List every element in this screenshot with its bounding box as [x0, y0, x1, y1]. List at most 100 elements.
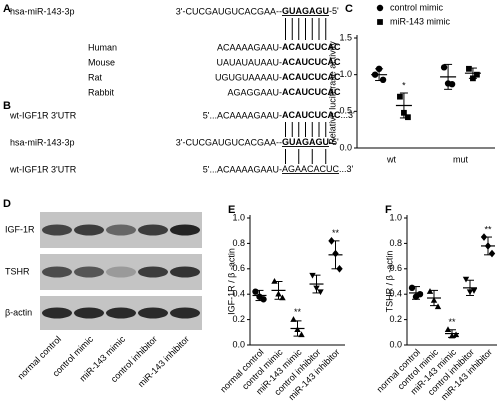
- data-point: [371, 71, 379, 78]
- sequence-site: GUAGAGU-5': [282, 137, 339, 147]
- data-point: [332, 249, 339, 258]
- sequence-suffix: -5': [329, 137, 339, 147]
- y-tick-label: 1.0: [339, 69, 352, 79]
- sequence-site-core: ACAUCUCAC: [282, 42, 341, 52]
- sequence-suffix: ...3': [341, 110, 356, 120]
- blot-band: [138, 266, 168, 278]
- significance-label: **: [332, 228, 340, 238]
- data-point: [434, 303, 442, 310]
- mirna-name: hsa-miR-143-3p: [10, 6, 75, 16]
- data-point: [275, 290, 282, 297]
- blot-band: [74, 307, 104, 319]
- sequence-site-core: GUAGAGU: [282, 6, 329, 16]
- data-point: [448, 81, 456, 88]
- y-tick-label: 0.2: [232, 314, 245, 324]
- sequence-site-core: ACAUCUCAC: [282, 110, 341, 120]
- data-point: [405, 114, 411, 121]
- significance-label: *: [402, 80, 406, 90]
- blot-band: [170, 266, 200, 278]
- utr-name: wt-IGF1R 3'UTR: [9, 164, 77, 174]
- y-tick-label: 0.5: [339, 106, 352, 116]
- y-tick-label: 0.4: [232, 289, 245, 299]
- blot-band: [170, 224, 200, 236]
- data-point: [466, 289, 474, 296]
- y-tick-label: 1.0: [389, 212, 402, 222]
- significance-label: **: [294, 307, 302, 317]
- data-point: [294, 326, 301, 332]
- data-point: [379, 76, 387, 84]
- y-tick-label: 0.2: [389, 314, 402, 324]
- data-point: [484, 242, 492, 250]
- blot-band: [138, 307, 168, 319]
- legend-label: miR-143 mimic: [390, 16, 451, 26]
- panel-letter: B: [3, 100, 11, 112]
- panel-letter: F: [385, 204, 392, 216]
- data-point: [426, 288, 434, 294]
- data-point: [466, 65, 472, 72]
- data-point: [470, 288, 478, 294]
- sequence-site: GUAGAGU-5': [282, 6, 339, 16]
- sequence-prefix: 3'-CUCGAUGUCACGAA--: [176, 6, 282, 16]
- sequence-prefix: ACAAAAGAAU-: [217, 42, 282, 52]
- sequence-prefix: 5'...ACAAAAGAAU-: [203, 110, 282, 120]
- sequence-suffix: ...3': [339, 164, 354, 174]
- sequence-prefix: UAUAUAUAAU-: [216, 57, 282, 67]
- y-tick-label: 0.6: [389, 263, 402, 273]
- sequence-site: ACAUCUCAC: [282, 42, 341, 52]
- data-point: [470, 75, 476, 82]
- data-point: [375, 65, 383, 73]
- data-point: [298, 331, 305, 338]
- y-axis-label: Relative luciferase activity: [327, 41, 337, 145]
- sequence-site-core: GUAGAGU: [282, 137, 329, 147]
- species-label: Rabbit: [88, 87, 115, 97]
- panel-letter: C: [345, 3, 353, 15]
- blot-band: [138, 224, 168, 236]
- y-axis-label: TSHR / β -actin: [384, 251, 394, 313]
- utr-name: wt-IGF1R 3'UTR: [9, 110, 77, 120]
- blot-band: [42, 266, 72, 278]
- data-point: [290, 316, 297, 322]
- sequence-suffix: -5': [329, 6, 339, 16]
- mirna-name: hsa-miR-143-3p: [10, 137, 75, 147]
- significance-label: **: [484, 224, 492, 234]
- blot-row-label: β-actin: [5, 307, 32, 317]
- y-tick-label: 1.0: [232, 212, 245, 222]
- data-point: [313, 285, 320, 292]
- blot-band: [170, 307, 200, 319]
- significance-label: **: [448, 317, 456, 327]
- data-point: [430, 297, 438, 303]
- legend-label: control mimic: [390, 2, 444, 12]
- blot-row-label: IGF-1R: [5, 224, 35, 234]
- data-point: [309, 272, 316, 279]
- data-point: [271, 277, 278, 284]
- blot-band: [106, 266, 136, 278]
- x-tick-label: mut: [453, 154, 469, 164]
- blot-band: [106, 307, 136, 319]
- x-tick-label: wt: [386, 154, 396, 164]
- y-tick-label: 0.6: [232, 263, 245, 273]
- blot-band: [74, 266, 104, 278]
- data-point: [336, 264, 343, 273]
- data-point: [401, 109, 407, 116]
- data-point: [488, 249, 496, 258]
- sequence-prefix: UGUGUAAAAU-: [215, 72, 282, 82]
- data-point: [328, 237, 335, 245]
- data-point: [252, 288, 259, 295]
- sequence-site-core: ACAUCUCAC: [282, 87, 341, 97]
- sequence-prefix: 3'-CUCGAUGUCACGAA--: [176, 137, 282, 147]
- y-tick-label: 0.0: [389, 339, 402, 349]
- sequence-site-core: ACAUCUCAC: [282, 57, 341, 67]
- data-point: [462, 276, 470, 283]
- blot-band: [106, 224, 136, 236]
- y-tick-label: 0.4: [389, 289, 402, 299]
- sequence-site: AGAACACUC...3': [282, 164, 354, 174]
- data-point: [416, 291, 424, 298]
- sequence-site: ACAUCUCAC: [282, 72, 341, 82]
- panel-letter: D: [3, 198, 11, 210]
- sequence-site: ACAUCUCAC...3': [282, 110, 355, 120]
- data-point: [377, 19, 383, 25]
- sequence-site-core: AGAACACUC: [282, 164, 340, 174]
- sequence-site-core: ACAUCUCAC: [282, 72, 341, 82]
- blot-row-label: TSHR: [5, 266, 30, 276]
